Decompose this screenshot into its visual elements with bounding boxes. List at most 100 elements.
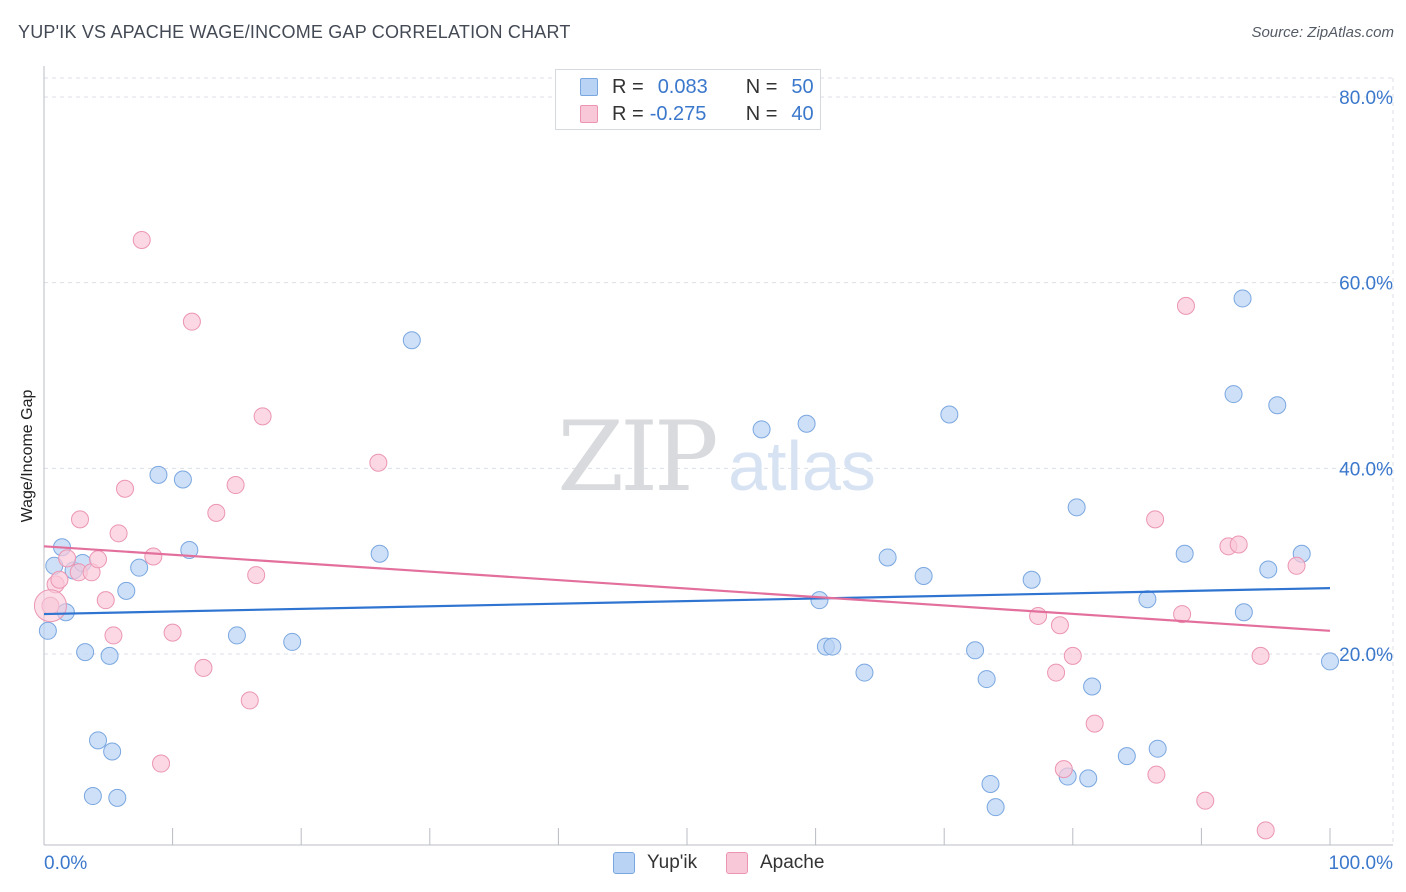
legend-swatch-apache: [580, 105, 598, 123]
data-point-yupik: [180, 541, 199, 560]
data-point-apache-large: [33, 589, 67, 623]
legend-n-value: 40: [791, 102, 814, 125]
data-point-apache: [104, 626, 123, 645]
data-point-apache: [152, 754, 171, 773]
legend-n-value: 50: [791, 75, 814, 98]
data-point-yupik: [752, 420, 771, 439]
axes: [43, 66, 1393, 846]
data-point-apache: [1229, 535, 1248, 554]
data-point-yupik: [103, 742, 122, 761]
stats-legend: R = 0.083 N = 50 R = -0.275 N = 40: [555, 69, 821, 130]
data-point-apache: [1050, 616, 1069, 635]
data-point-yupik: [823, 637, 842, 656]
data-point-yupik: [1083, 677, 1102, 696]
chart-title: YUP'IK VS APACHE WAGE/INCOME GAP CORRELA…: [18, 22, 571, 42]
data-point-yupik: [1022, 570, 1041, 589]
data-point-apache: [1054, 760, 1073, 779]
data-point-yupik: [130, 558, 149, 577]
data-point-apache: [1287, 556, 1306, 575]
legend-row-yupik: R = 0.083 N = 50: [580, 75, 814, 99]
data-point-apache: [132, 230, 151, 249]
data-point-yupik: [914, 567, 933, 586]
data-point-apache: [50, 570, 69, 589]
data-point-yupik: [1321, 652, 1339, 671]
data-point-apache: [1251, 646, 1270, 665]
legend-label-yupik: Yup'ik: [647, 852, 698, 873]
y-tick-label: 60.0%: [1339, 274, 1393, 295]
data-point-apache: [1196, 791, 1215, 810]
legend-label-apache: Apache: [760, 852, 825, 873]
legend-r-label: R =: [612, 102, 644, 125]
data-point-yupik: [1138, 590, 1157, 609]
data-point-apache: [1147, 765, 1166, 784]
data-point-yupik: [76, 643, 95, 662]
data-point-apache: [144, 547, 163, 566]
y-tick-label: 80.0%: [1339, 88, 1393, 109]
x-tick-label: 100.0%: [1329, 853, 1394, 874]
data-point-yupik: [1079, 769, 1098, 788]
data-point-yupik: [878, 548, 897, 567]
data-point-apache: [253, 407, 272, 426]
data-point-yupik: [1224, 385, 1243, 404]
source-credit: Source: ZipAtlas.com: [1251, 24, 1394, 41]
legend-swatch-yupik: [613, 852, 635, 874]
data-point-apache: [207, 503, 226, 522]
y-tick-label: 40.0%: [1339, 459, 1393, 480]
data-point-apache: [1256, 821, 1275, 840]
data-point-yupik: [402, 331, 421, 350]
data-point-yupik: [855, 663, 874, 682]
watermark-atlas: atlas: [728, 427, 876, 505]
data-point-yupik: [283, 632, 302, 651]
data-point-yupik: [977, 670, 996, 689]
data-point-apache: [1047, 663, 1066, 682]
data-point-yupik: [1117, 747, 1136, 766]
data-point-yupik: [1148, 739, 1167, 758]
data-point-yupik: [89, 731, 108, 750]
series-legend: Yup'ik Apache: [0, 852, 1406, 878]
data-point-yupik: [1259, 560, 1278, 579]
series-yupik-points: [38, 289, 1339, 817]
legend-row-apache: R = -0.275 N = 40: [580, 102, 814, 126]
legend-item-yupik[interactable]: Yup'ik: [613, 852, 697, 874]
data-point-apache: [58, 549, 77, 568]
legend-n-label: N =: [745, 102, 778, 125]
data-point-apache: [116, 479, 135, 498]
data-point-apache: [226, 476, 245, 495]
legend-r-value: 0.083: [657, 75, 708, 98]
legend-n-label: N =: [745, 75, 778, 98]
data-point-yupik: [227, 626, 246, 645]
data-point-yupik: [1234, 603, 1253, 622]
legend-item-apache[interactable]: Apache: [726, 852, 824, 874]
data-point-apache: [163, 623, 182, 642]
data-point-yupik: [108, 788, 127, 807]
data-point-yupik: [1268, 396, 1287, 415]
data-point-yupik: [1175, 544, 1194, 563]
legend-swatch-yupik: [580, 78, 598, 96]
data-point-apache: [109, 524, 128, 543]
series-apache-points: [33, 230, 1306, 840]
data-point-apache: [240, 691, 259, 710]
data-point-apache: [247, 566, 266, 585]
data-point-yupik: [83, 787, 102, 806]
legend-r-label: R =: [612, 75, 644, 98]
trend-lines: [43, 545, 1331, 632]
watermark-zip: ZIP: [557, 401, 716, 513]
legend-swatch-apache: [726, 852, 748, 874]
data-point-yupik: [797, 414, 816, 433]
data-point-apache: [1173, 605, 1192, 624]
data-point-apache: [1146, 510, 1165, 529]
data-point-apache: [96, 591, 115, 610]
data-point-yupik: [986, 798, 1005, 817]
y-tick-label: 20.0%: [1339, 645, 1393, 666]
data-point-yupik: [117, 581, 136, 600]
data-point-apache: [182, 312, 201, 331]
data-point-apache: [89, 550, 108, 569]
data-point-yupik: [1233, 289, 1252, 308]
data-point-apache: [194, 658, 213, 677]
data-point-apache: [1029, 606, 1048, 625]
tick-labels: 20.0% 40.0% 60.0% 80.0% 0.0% 100.0%: [44, 88, 1393, 874]
data-point-yupik: [810, 591, 829, 610]
data-point-apache: [1063, 646, 1082, 665]
data-point-yupik: [966, 641, 985, 660]
